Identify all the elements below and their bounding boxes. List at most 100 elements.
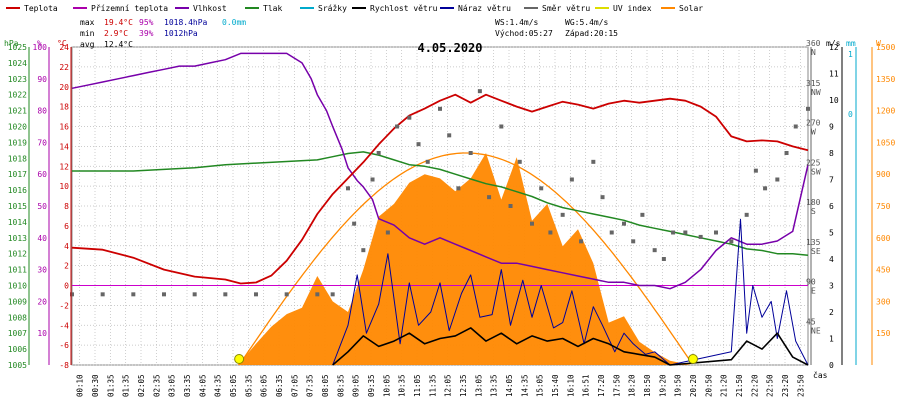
wind-direction-point — [631, 239, 636, 244]
info-wg: WG:5.4m/s — [565, 18, 609, 27]
legend-label: Rychlost větru — [370, 4, 438, 13]
x-tick-label: 17:50 — [612, 374, 621, 397]
tick-label-w: 150 — [876, 329, 891, 338]
tick-label-pct: 40 — [37, 234, 47, 243]
tick-label-temp: 2 — [64, 262, 69, 271]
axis-title-temp: °C — [57, 39, 67, 48]
wind-direction-point — [425, 159, 430, 164]
wind-direction-point — [395, 124, 400, 129]
wind-direction-point — [591, 159, 596, 164]
stats-value: 2.9°C — [104, 29, 128, 38]
tick-label-ms: 6 — [829, 202, 834, 211]
wind-direction-point — [416, 142, 421, 147]
tick-label-ms: 3 — [829, 282, 834, 291]
tick-label-mm: 1 — [848, 50, 853, 59]
x-tick-label: 14:05 — [505, 374, 514, 397]
x-tick-label: 03:05 — [168, 374, 177, 397]
x-tick-label: 23:50 — [796, 374, 805, 397]
legend-label: Tlak — [263, 4, 282, 13]
wind-direction-point — [284, 292, 289, 297]
wind-direction-point — [447, 133, 452, 138]
tick-label-temp: 18 — [59, 103, 69, 112]
tick-label-dir-compass: SW — [811, 167, 821, 176]
wind-direction-point — [569, 177, 574, 182]
x-tick-label: 05:35 — [244, 374, 253, 397]
tick-label-hpa: 1019 — [8, 138, 27, 147]
tick-label-dir-compass: N — [811, 48, 816, 57]
x-tick-label: 11:05 — [413, 374, 422, 397]
axis-title-ms: m/s — [826, 39, 841, 48]
series-teplota — [71, 93, 809, 285]
tick-label-dir: 360 — [806, 39, 821, 48]
x-axis-title: čas — [813, 370, 828, 380]
wind-direction-point — [477, 89, 482, 94]
wind-direction-point — [671, 230, 676, 235]
wind-direction-point — [456, 186, 461, 191]
stats-value: 95% — [139, 18, 154, 27]
x-tick-label: 02:05 — [137, 374, 146, 397]
tick-label-hpa: 1016 — [8, 186, 27, 195]
x-tick-label: 20:50 — [704, 374, 713, 397]
wind-direction-point — [714, 230, 718, 235]
wind-direction-point — [579, 239, 584, 244]
tick-label-ms: 11 — [829, 70, 839, 79]
x-tick-label: 06:35 — [275, 374, 284, 397]
tick-label-mm: 0 — [848, 110, 853, 119]
info-sunrise: Východ:05:27 — [495, 29, 553, 38]
tick-label-temp: 22 — [59, 63, 69, 72]
tick-label-temp: 16 — [59, 123, 69, 132]
legend-label: Náraz větru — [458, 4, 511, 13]
tick-label-hpa: 1014 — [8, 218, 27, 227]
tick-label-w: 1350 — [876, 75, 895, 84]
tick-label-hpa: 1010 — [8, 282, 27, 291]
wind-direction-point — [775, 177, 780, 182]
wind-direction-point — [346, 186, 350, 191]
x-tick-label: 06:05 — [260, 374, 269, 397]
wind-direction-point — [407, 115, 412, 120]
x-tick-label: 12:35 — [459, 374, 468, 397]
x-tick-label: 23:20 — [781, 374, 790, 397]
axis-title-w: W — [876, 39, 881, 48]
wind-direction-point — [517, 159, 522, 164]
tick-label-ms: 1 — [829, 335, 834, 344]
tick-label-dir: 180 — [806, 198, 821, 207]
tick-label-temp: 10 — [59, 182, 69, 191]
series-vlhkost — [71, 52, 809, 290]
stats-value: min — [80, 29, 95, 38]
tick-label-pct: 10 — [37, 329, 47, 338]
wind-direction-point — [683, 230, 688, 235]
sun-marker — [688, 354, 698, 364]
x-tick-label: 07:35 — [306, 374, 315, 397]
tick-label-hpa: 1021 — [8, 107, 27, 116]
wind-direction-point — [548, 230, 553, 235]
stats-value: 0.0mm — [222, 18, 246, 27]
tick-label-dir: 225 — [806, 158, 821, 167]
series-rychlost-v-tru — [332, 327, 809, 366]
wind-direction-point — [370, 177, 375, 182]
tick-label-ms: 8 — [829, 149, 834, 158]
tick-label-hpa: 1006 — [8, 345, 27, 354]
wind-direction-point — [622, 221, 626, 226]
wind-direction-point — [609, 230, 614, 235]
wind-direction-point — [385, 230, 390, 235]
info-ws: WS:1.4m/s — [495, 18, 539, 27]
x-tick-label: 02:35 — [152, 374, 161, 397]
wind-direction-point — [661, 257, 666, 261]
wind-direction-point — [487, 195, 492, 200]
info-sunset: Západ:20:15 — [565, 29, 618, 38]
tick-label-pct: 50 — [37, 202, 47, 211]
wind-direction-point — [192, 292, 197, 297]
axis-title-hpa: hPa — [4, 39, 19, 48]
legend-label: Srážky — [318, 4, 347, 13]
wind-direction-point — [352, 221, 357, 226]
x-tick-label: 19:20 — [658, 374, 667, 397]
wind-direction-point — [131, 292, 136, 297]
tick-label-ms: 2 — [829, 308, 834, 317]
wind-direction-point — [539, 186, 544, 191]
wind-direction-point — [438, 106, 442, 111]
wind-direction-point — [600, 195, 605, 200]
x-tick-label: 10:35 — [398, 374, 407, 397]
solar-area — [237, 153, 692, 365]
x-tick-label: 08:05 — [321, 374, 330, 397]
